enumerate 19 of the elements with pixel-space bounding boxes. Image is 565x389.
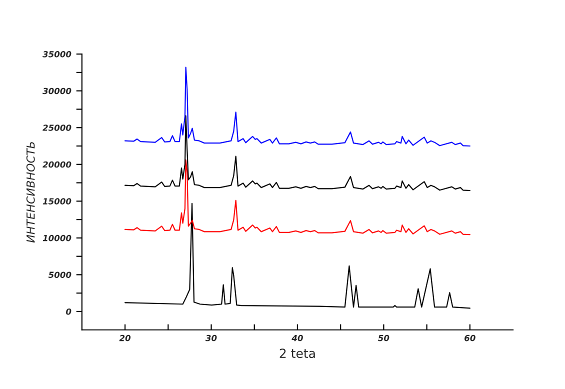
line-series [124,115,470,192]
y-tick-label: 15000 [42,198,72,204]
x-axis-title: 2 teta [280,348,315,358]
line-series [124,66,470,147]
y-tick-label: 35000 [42,51,72,58]
y-tick-label: 0 [66,308,72,315]
x-tick-label: 50 [378,334,390,342]
x-tick-label: 20 [119,334,131,342]
x-tick-label: 40 [292,334,303,342]
line-series [124,159,470,236]
y-tick-label: 5000 [48,272,72,278]
y-tick-label: 25000 [42,124,72,131]
x-tick-label: 30 [205,334,217,342]
y-tick-label: 20000 [42,161,72,168]
x-tick-label: 60 [464,334,476,342]
y-tick-label: 10000 [42,234,72,242]
y-tick-label: 30000 [42,88,72,94]
line-series [124,202,470,309]
y-axis-title: ИНТЕНСИВНОСТЬ [26,142,35,243]
